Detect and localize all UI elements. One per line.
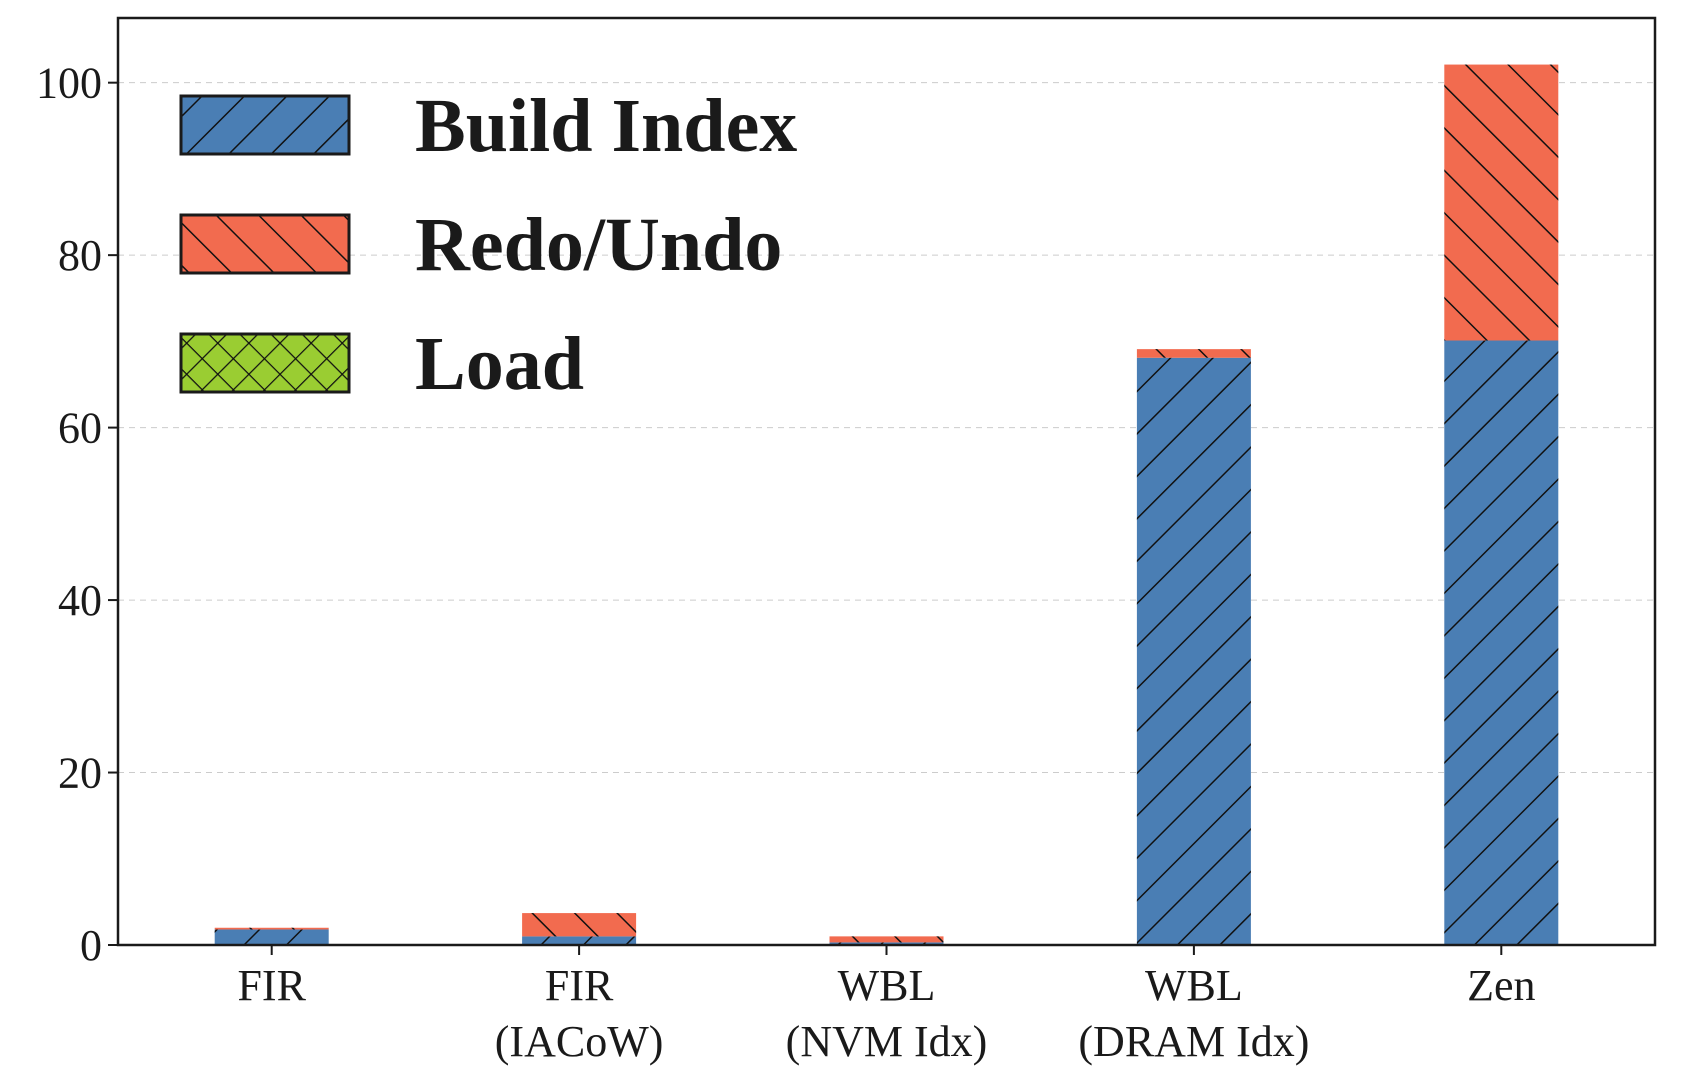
- axes: FIR FIR (IACoW) WBL (NVM Idx) WBL (DRAM Idx) Ze…: [36, 16, 1657, 1066]
- y-tick-label: 80: [58, 231, 102, 280]
- legend-label: Load: [415, 322, 584, 406]
- x-tick-label: (DRAM Idx): [1078, 1017, 1309, 1066]
- legend-item-redo-undo: Redo/Undo: [179, 203, 782, 287]
- y-tick-label: 20: [58, 749, 102, 798]
- bar-fir-build-index: [214, 929, 329, 945]
- bar-fir-iacow-redo-undo: [522, 913, 637, 937]
- x-tick-label: FIR: [237, 961, 306, 1010]
- x-tick-label: FIR: [545, 961, 614, 1010]
- bar-wbl-dram-idx-build-index: [1136, 357, 1251, 945]
- legend-item-build-index: Build Index: [179, 84, 797, 168]
- x-tick-label: (NVM Idx): [786, 1017, 988, 1066]
- y-tick-label: 60: [58, 404, 102, 453]
- x-tick-label: WBL: [1145, 961, 1243, 1010]
- legend-label: Build Index: [415, 84, 797, 168]
- bar-fir-redo-undo: [214, 927, 329, 930]
- x-tick-label: Zen: [1467, 961, 1535, 1010]
- bars: [214, 64, 1559, 945]
- x-tick-label: (IACoW): [495, 1017, 664, 1066]
- legend-item-load: Load: [179, 322, 584, 406]
- legend: Build Index Redo/Undo Load: [179, 84, 797, 406]
- x-tick-label: WBL: [838, 961, 936, 1010]
- bar-fir-iacow-build-index: [522, 936, 637, 945]
- bar-wbl-nvm-idx-redo-undo: [829, 936, 944, 943]
- bar-zen-redo-undo: [1444, 64, 1559, 341]
- y-tick-label: 100: [36, 59, 102, 108]
- plot-frame: [116, 16, 1657, 947]
- gridlines: [118, 82, 1655, 774]
- bar-zen-build-index: [1444, 340, 1559, 945]
- bar-wbl-dram-idx-redo-undo: [1136, 349, 1251, 358]
- legend-label: Redo/Undo: [415, 203, 782, 287]
- bar-wbl-nvm-idx-build-index: [829, 942, 944, 945]
- y-tick-label: 40: [58, 576, 102, 625]
- y-tick-label: 0: [80, 921, 102, 970]
